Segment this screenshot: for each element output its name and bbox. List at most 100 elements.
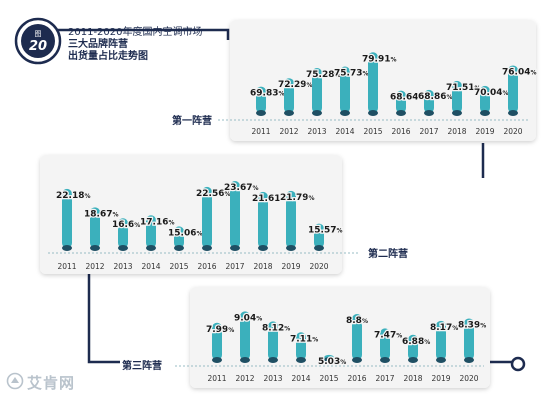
value-label-2-2015: 15.06%: [168, 228, 202, 238]
bar-base-2-2012: [90, 245, 100, 251]
bar-base-1-2011: [256, 110, 266, 116]
value-label-3-2020: 8.39%: [458, 320, 486, 330]
bar-2-2011: [62, 188, 72, 248]
series-title-1: 第一阵营: [172, 114, 212, 127]
tick-label-2-2012: 2012: [85, 262, 104, 271]
bar-base-2-2014: [146, 245, 156, 251]
tick-label-3-2011: 2011: [207, 374, 226, 383]
tick-label-2-2017: 2017: [225, 262, 244, 271]
tick-label-1-2016: 2016: [391, 127, 410, 136]
bar-base-3-2016: [352, 357, 362, 363]
bar-group-3: 7.99% 2011 9.04% 2012 8.12% 2013 7.11% 2014 5.03…: [205, 311, 487, 383]
bar-3-2018: [408, 334, 418, 360]
tick-label-2-2020: 2020: [309, 262, 328, 271]
bar-base-3-2012: [240, 357, 250, 363]
bar-2-2015: [174, 226, 184, 248]
bar-1-2020: [508, 65, 518, 113]
bar-1-2016: [396, 90, 406, 113]
bar-2-2020: [314, 223, 324, 248]
value-label-3-2012: 9.04%: [234, 313, 262, 323]
figure-badge: 图 20: [14, 17, 62, 65]
value-label-2-2018: 21.61%: [252, 194, 286, 204]
tick-label-2-2015: 2015: [169, 262, 188, 271]
bar-2-2018: [258, 191, 268, 248]
value-label-2-2020: 15.57%: [308, 226, 342, 236]
tick-label-3-2016: 2016: [347, 374, 366, 383]
bar-3-2011: [212, 322, 222, 360]
bar-base-3-2014: [296, 357, 306, 363]
badge-number: 20: [29, 39, 47, 54]
tick-label-1-2013: 2013: [307, 127, 326, 136]
value-label-2-2011: 22.18%: [56, 191, 90, 201]
bar-2-2019: [286, 190, 296, 248]
tick-label-3-2018: 2018: [403, 374, 422, 383]
bar-3-2019: [436, 320, 446, 360]
bar-base-2-2013: [118, 245, 128, 251]
value-label-2-2014: 17.16%: [140, 217, 174, 227]
connector-lines: [38, 28, 515, 364]
bar-3-2017: [380, 328, 390, 360]
end-marker: [510, 356, 526, 372]
value-label-1-2018: 71.51%: [446, 83, 480, 93]
bar-2-2012: [90, 207, 100, 248]
bar-2-2017: [230, 181, 240, 248]
tick-label-1-2014: 2014: [335, 127, 354, 136]
value-label-2-2013: 16.6%: [112, 220, 140, 230]
value-label-3-2011: 7.99%: [206, 325, 234, 335]
bar-1-2017: [424, 89, 434, 113]
bar-base-1-2019: [480, 110, 490, 116]
bar-base-3-2018: [408, 357, 418, 363]
bar-2-2013: [118, 218, 128, 248]
tick-label-1-2018: 2018: [447, 127, 466, 136]
watermark-icon: [6, 372, 24, 390]
bar-1-2014: [340, 66, 350, 113]
bar-3-2012: [240, 311, 250, 360]
value-label-3-2019: 8.17%: [430, 323, 458, 333]
bar-base-2-2011: [62, 245, 72, 251]
bar-1-2011: [256, 86, 266, 113]
tick-label-3-2014: 2014: [291, 374, 310, 383]
bar-base-3-2013: [268, 357, 278, 363]
watermark-text: 艾肯网: [27, 374, 76, 392]
tick-label-2-2014: 2014: [141, 262, 160, 271]
bar-base-1-2015: [368, 110, 378, 116]
bar-2-2016: [202, 186, 212, 248]
bar-base-3-2019: [436, 357, 446, 363]
tick-label-2-2016: 2016: [197, 262, 216, 271]
bar-base-2-2020: [314, 245, 324, 251]
value-label-1-2020: 76.04%: [502, 67, 536, 77]
tick-label-3-2020: 2020: [459, 374, 478, 383]
bar-2-2014: [146, 215, 156, 248]
value-label-2-2012: 18.67%: [84, 209, 118, 219]
bar-base-1-2014: [340, 110, 350, 116]
bar-3-2014: [296, 332, 306, 360]
value-label-1-2017: 68.86%: [418, 92, 452, 102]
bar-3-2016: [352, 314, 362, 360]
value-label-3-2016: 8.8%: [346, 316, 368, 326]
panel-1: [230, 20, 536, 141]
tick-label-1-2020: 2020: [503, 127, 522, 136]
bar-3-2013: [268, 321, 278, 360]
tick-label-3-2017: 2017: [375, 374, 394, 383]
bar-base-1-2017: [424, 110, 434, 116]
bar-base-2-2018: [258, 245, 268, 251]
tick-label-1-2011: 2011: [251, 127, 270, 136]
value-label-1-2011: 69.83%: [250, 89, 284, 99]
value-label-1-2019: 70.04%: [474, 88, 508, 98]
bar-3-2020: [464, 318, 474, 360]
bar-1-2018: [452, 80, 462, 113]
tick-label-3-2013: 2013: [263, 374, 282, 383]
tick-label-2-2018: 2018: [253, 262, 272, 271]
bar-1-2013: [312, 68, 322, 113]
bar-base-1-2012: [284, 110, 294, 116]
value-label-3-2014: 7.11%: [290, 334, 318, 344]
bar-1-2015: [368, 52, 378, 113]
title-line-3: 出货量占比走势图: [68, 51, 148, 62]
title-line-1: 2011-2020年度国内空调市场: [68, 27, 203, 38]
bar-base-3-2020: [464, 357, 474, 363]
value-label-2-2017: 23.67%: [224, 183, 258, 193]
bar-1-2012: [284, 78, 294, 113]
title-line-2: 三大品牌阵营: [68, 39, 128, 50]
value-label-1-2013: 75.28%: [306, 70, 340, 80]
